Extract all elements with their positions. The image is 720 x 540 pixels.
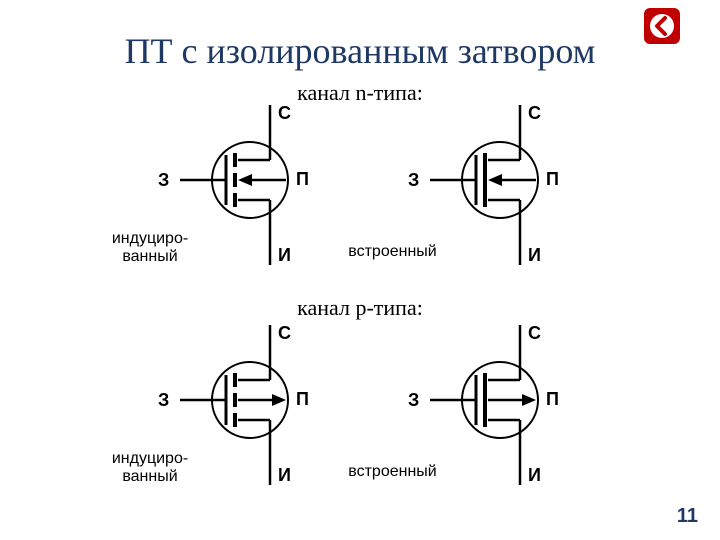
subtitle-n-channel: канал n-типа: <box>0 80 720 106</box>
source-label: И <box>528 465 541 486</box>
drain-label: С <box>278 323 291 344</box>
source-label: И <box>278 245 291 266</box>
drain-label: С <box>528 323 541 344</box>
source-label: И <box>528 245 541 266</box>
n-enhancement-transistor: С З П И индуциро- ванный <box>140 105 340 285</box>
n-channel-row: С З П И индуциро- ванный С З П И встроен… <box>140 105 580 285</box>
gate-label: З <box>158 170 169 191</box>
gate-label: З <box>158 390 169 411</box>
p-channel-row: С З П И индуциро- ванный С З П И встроен… <box>140 325 580 505</box>
p-enhancement-transistor: С З П И индуциро- ванный <box>140 325 340 505</box>
type-label-line1: индуциро- <box>112 450 188 467</box>
substrate-label: П <box>296 389 309 410</box>
gate-label: З <box>408 170 419 191</box>
source-label: И <box>278 465 291 486</box>
type-label-line2: ванный <box>122 248 177 265</box>
substrate-label: П <box>546 169 559 190</box>
page-number: 11 <box>677 505 698 528</box>
p-depletion-transistor: С З П И встроенный <box>390 325 590 505</box>
gate-label: З <box>408 390 419 411</box>
subtitle-p-channel: канал p-типа: <box>0 295 720 321</box>
drain-label: С <box>528 103 541 124</box>
substrate-label: П <box>546 389 559 410</box>
drain-label: С <box>278 103 291 124</box>
type-label-line2: ванный <box>122 468 177 485</box>
page-title: ПТ с изолированным затвором <box>0 30 720 72</box>
type-label: встроенный <box>345 243 440 261</box>
n-depletion-transistor: С З П И встроенный <box>390 105 590 285</box>
type-label-line1: индуциро- <box>112 230 188 247</box>
type-label: встроенный <box>345 463 440 481</box>
substrate-label: П <box>296 169 309 190</box>
